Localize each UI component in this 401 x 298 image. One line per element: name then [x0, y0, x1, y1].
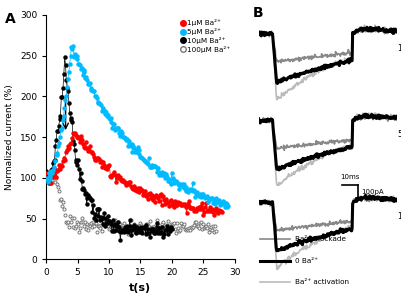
Text: Ba²⁺ activation: Ba²⁺ activation [295, 279, 348, 285]
Text: B: B [253, 6, 264, 20]
Text: 100pA: 100pA [361, 190, 384, 195]
Text: 10ms: 10ms [340, 175, 360, 181]
Text: Ba²⁺ blockade: Ba²⁺ blockade [295, 237, 346, 243]
Text: A: A [5, 13, 15, 27]
Text: 1μM Ba²⁺: 1μM Ba²⁺ [398, 212, 401, 221]
Text: 0 Ba²⁺: 0 Ba²⁺ [295, 257, 318, 263]
Text: 5μM Ba²⁺: 5μM Ba²⁺ [398, 131, 401, 139]
X-axis label: t(s): t(s) [129, 283, 152, 293]
Text: 10μM Ba²⁺: 10μM Ba²⁺ [398, 44, 401, 53]
Y-axis label: Normalized current (%): Normalized current (%) [5, 84, 14, 190]
Legend: 1μM Ba²⁺, 5μM Ba²⁺, 10μM Ba²⁺, 100μM Ba²⁺: 1μM Ba²⁺, 5μM Ba²⁺, 10μM Ba²⁺, 100μM Ba²… [180, 18, 231, 53]
